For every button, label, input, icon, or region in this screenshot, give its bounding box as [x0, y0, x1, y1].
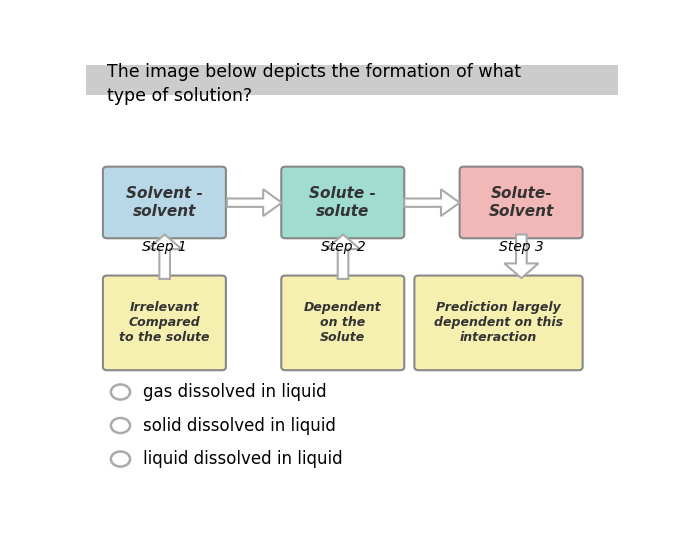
- Text: Irrelevant
Compared
to the solute: Irrelevant Compared to the solute: [119, 301, 210, 344]
- Polygon shape: [404, 189, 460, 216]
- Text: solid dissolved in liquid: solid dissolved in liquid: [144, 417, 336, 435]
- Text: Solute -
solute: Solute - solute: [309, 186, 376, 219]
- Text: gas dissolved in liquid: gas dissolved in liquid: [144, 383, 327, 401]
- FancyBboxPatch shape: [281, 276, 404, 370]
- Polygon shape: [504, 234, 539, 278]
- Polygon shape: [227, 189, 282, 216]
- FancyBboxPatch shape: [103, 166, 226, 238]
- Text: Step 1: Step 1: [142, 240, 187, 255]
- FancyBboxPatch shape: [86, 65, 618, 95]
- Text: Step 3: Step 3: [499, 240, 544, 255]
- FancyBboxPatch shape: [103, 276, 226, 370]
- FancyBboxPatch shape: [414, 276, 583, 370]
- Text: The image below depicts the formation of what
type of solution?: The image below depicts the formation of…: [107, 63, 521, 105]
- Text: Solute-
Solvent: Solute- Solvent: [488, 186, 554, 219]
- Polygon shape: [326, 234, 360, 279]
- Polygon shape: [148, 234, 181, 279]
- Text: Step 2: Step 2: [321, 240, 365, 255]
- FancyBboxPatch shape: [281, 166, 404, 238]
- FancyBboxPatch shape: [460, 166, 583, 238]
- Text: Dependent
on the
Solute: Dependent on the Solute: [304, 301, 381, 344]
- Text: Prediction largely
dependent on this
interaction: Prediction largely dependent on this int…: [434, 301, 563, 344]
- Text: Solvent -
solvent: Solvent - solvent: [126, 186, 203, 219]
- Text: liquid dissolved in liquid: liquid dissolved in liquid: [144, 450, 343, 468]
